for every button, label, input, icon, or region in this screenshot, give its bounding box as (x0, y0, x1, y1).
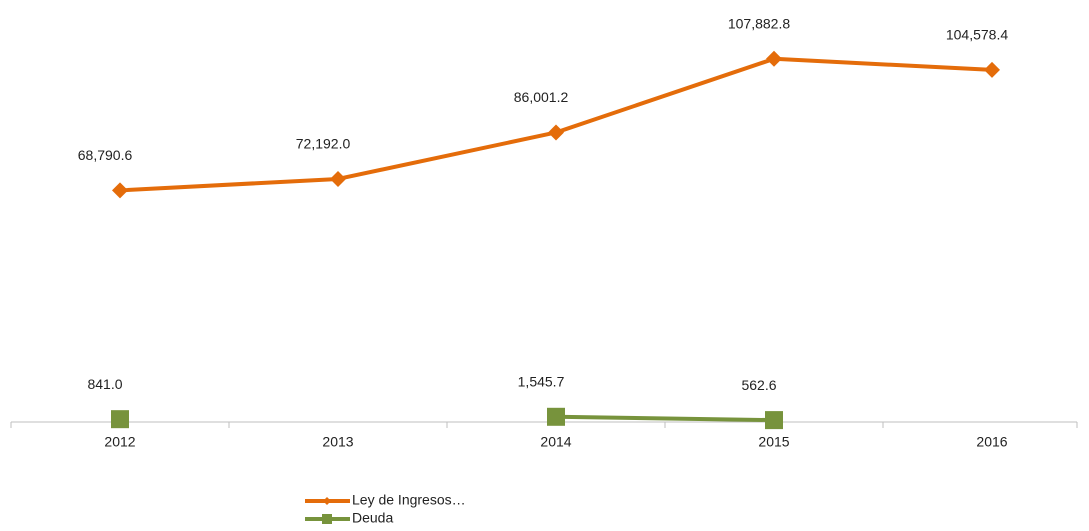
legend-label: Deuda (352, 510, 393, 526)
data-label: 86,001.2 (514, 89, 569, 105)
data-point (548, 124, 564, 141)
data-label: 1,545.7 (518, 373, 565, 389)
data-label: 841.0 (87, 376, 122, 392)
x-tick-label: 2013 (322, 434, 353, 450)
data-point (330, 170, 346, 187)
data-label: 72,192.0 (296, 136, 351, 152)
x-tick-label: 2012 (104, 434, 135, 450)
data-point (765, 411, 783, 430)
x-tick-label: 2016 (976, 434, 1007, 450)
data-point (547, 407, 565, 426)
legend-marker (323, 497, 331, 505)
data-point (111, 410, 129, 429)
legend-marker (322, 514, 332, 524)
data-point (766, 50, 782, 67)
series-line (555, 414, 775, 423)
data-label: 68,790.6 (78, 147, 133, 163)
data-point (984, 61, 1000, 78)
data-label: 107,882.8 (728, 15, 790, 31)
legend-label: Ley de Ingresos… (352, 492, 466, 508)
data-point (112, 182, 128, 199)
data-label: 562.6 (741, 377, 776, 393)
data-label: 104,578.4 (946, 27, 1008, 43)
x-tick-label: 2015 (758, 434, 789, 450)
x-tick-label: 2014 (540, 434, 571, 450)
